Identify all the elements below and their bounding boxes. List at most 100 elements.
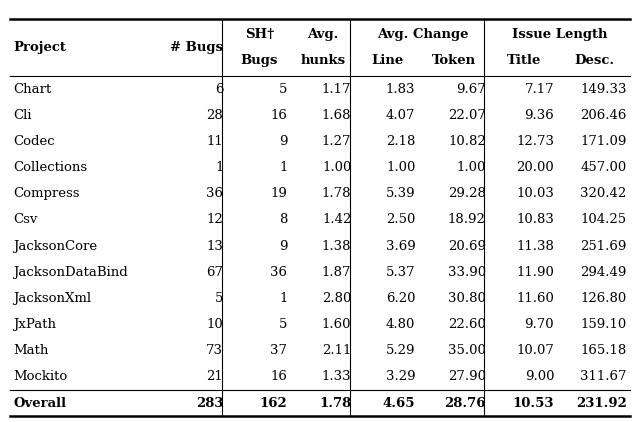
Text: 10.53: 10.53	[513, 397, 554, 409]
Text: 294.49: 294.49	[580, 266, 627, 279]
Text: 19: 19	[271, 187, 287, 200]
Text: # Bugs: # Bugs	[170, 41, 223, 54]
Text: Collections: Collections	[13, 161, 88, 174]
Text: 27.90: 27.90	[448, 371, 486, 383]
Text: 12.73: 12.73	[516, 135, 554, 148]
Text: 283: 283	[196, 397, 223, 409]
Text: JxPath: JxPath	[13, 318, 56, 331]
Text: 171.09: 171.09	[580, 135, 627, 148]
Text: 1.00: 1.00	[322, 161, 351, 174]
Text: Math: Math	[13, 344, 49, 357]
Text: 37: 37	[270, 344, 287, 357]
Text: 126.80: 126.80	[580, 292, 627, 305]
Text: 18.92: 18.92	[448, 214, 486, 226]
Text: 2.11: 2.11	[322, 344, 351, 357]
Text: JacksonXml: JacksonXml	[13, 292, 92, 305]
Text: 1: 1	[215, 161, 223, 174]
Text: 5.29: 5.29	[386, 344, 415, 357]
Text: 9: 9	[279, 240, 287, 252]
Text: 165.18: 165.18	[580, 344, 627, 357]
Text: 8: 8	[279, 214, 287, 226]
Text: 29.28: 29.28	[448, 187, 486, 200]
Text: Compress: Compress	[13, 187, 80, 200]
Text: 1.87: 1.87	[322, 266, 351, 279]
Text: 10.07: 10.07	[516, 344, 554, 357]
Text: 11.38: 11.38	[516, 240, 554, 252]
Text: 231.92: 231.92	[576, 397, 627, 409]
Text: 1.83: 1.83	[386, 83, 415, 95]
Text: 1.27: 1.27	[322, 135, 351, 148]
Text: 28: 28	[207, 109, 223, 122]
Text: 1: 1	[279, 161, 287, 174]
Text: Codec: Codec	[13, 135, 55, 148]
Text: Overall: Overall	[13, 397, 67, 409]
Text: 21: 21	[207, 371, 223, 383]
Text: 4.65: 4.65	[383, 397, 415, 409]
Text: 3.29: 3.29	[386, 371, 415, 383]
Text: Mockito: Mockito	[13, 371, 68, 383]
Text: 36: 36	[206, 187, 223, 200]
Text: 22.60: 22.60	[448, 318, 486, 331]
Text: 10.83: 10.83	[516, 214, 554, 226]
Text: Avg.: Avg.	[307, 28, 339, 41]
Text: 9.36: 9.36	[525, 109, 554, 122]
Text: 457.00: 457.00	[580, 161, 627, 174]
Text: 162: 162	[260, 397, 287, 409]
Text: 10.82: 10.82	[448, 135, 486, 148]
Text: JacksonCore: JacksonCore	[13, 240, 97, 252]
Text: 7.17: 7.17	[525, 83, 554, 95]
Text: 4.07: 4.07	[386, 109, 415, 122]
Text: 3.69: 3.69	[386, 240, 415, 252]
Text: 1.33: 1.33	[322, 371, 351, 383]
Text: 22.07: 22.07	[448, 109, 486, 122]
Text: Cli: Cli	[13, 109, 32, 122]
Text: Bugs: Bugs	[241, 54, 278, 67]
Text: hunks: hunks	[301, 54, 346, 67]
Text: 320.42: 320.42	[580, 187, 627, 200]
Text: 28.76: 28.76	[444, 397, 486, 409]
Text: 13: 13	[207, 240, 223, 252]
Text: 1.60: 1.60	[322, 318, 351, 331]
Text: 1.38: 1.38	[322, 240, 351, 252]
Text: Desc.: Desc.	[574, 54, 614, 67]
Text: 30.80: 30.80	[448, 292, 486, 305]
Text: 6.20: 6.20	[386, 292, 415, 305]
Text: 35.00: 35.00	[448, 344, 486, 357]
Text: Project: Project	[13, 41, 67, 54]
Text: 10.03: 10.03	[516, 187, 554, 200]
Text: 10: 10	[207, 318, 223, 331]
Text: 4.80: 4.80	[386, 318, 415, 331]
Text: 9.00: 9.00	[525, 371, 554, 383]
Text: 149.33: 149.33	[580, 83, 627, 95]
Text: 20.00: 20.00	[516, 161, 554, 174]
Text: 73: 73	[206, 344, 223, 357]
Text: Csv: Csv	[13, 214, 38, 226]
Text: Token: Token	[433, 54, 476, 67]
Text: Chart: Chart	[13, 83, 52, 95]
Text: 1.00: 1.00	[456, 161, 486, 174]
Text: 9.70: 9.70	[525, 318, 554, 331]
Text: 16: 16	[271, 371, 287, 383]
Text: 5.37: 5.37	[386, 266, 415, 279]
Text: 9.67: 9.67	[456, 83, 486, 95]
Text: 311.67: 311.67	[580, 371, 627, 383]
Text: 104.25: 104.25	[580, 214, 627, 226]
Text: 1: 1	[279, 292, 287, 305]
Text: 1.00: 1.00	[386, 161, 415, 174]
Text: Title: Title	[507, 54, 541, 67]
Text: 251.69: 251.69	[580, 240, 627, 252]
Text: 11.90: 11.90	[516, 266, 554, 279]
Text: 159.10: 159.10	[580, 318, 627, 331]
Text: 6: 6	[215, 83, 223, 95]
Text: 16: 16	[271, 109, 287, 122]
Text: 9: 9	[279, 135, 287, 148]
Text: 36: 36	[270, 266, 287, 279]
Text: JacksonDataBind: JacksonDataBind	[13, 266, 128, 279]
Text: 1.42: 1.42	[322, 214, 351, 226]
Text: 5.39: 5.39	[386, 187, 415, 200]
Text: 5: 5	[215, 292, 223, 305]
Text: 1.17: 1.17	[322, 83, 351, 95]
Text: 5: 5	[279, 318, 287, 331]
Text: 2.50: 2.50	[386, 214, 415, 226]
Text: 67: 67	[206, 266, 223, 279]
